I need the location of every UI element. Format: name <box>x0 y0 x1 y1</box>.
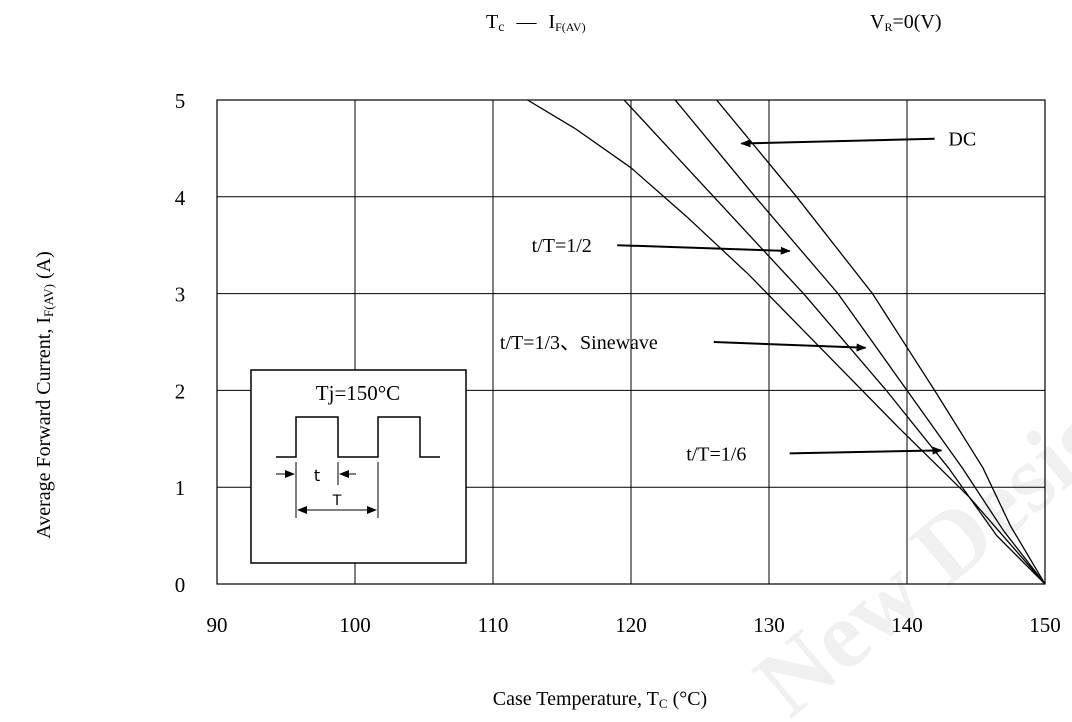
annotation-label-3: t/T=1/6 <box>686 443 746 465</box>
annotation-arrow-1 <box>617 244 791 255</box>
x-axis-label: Case Temperature, TC (°C) <box>493 688 707 711</box>
watermark: New Designs <box>735 320 1072 722</box>
title-i: I <box>548 11 555 33</box>
title-dash: — <box>515 11 537 33</box>
series-line-2 <box>623 100 1045 584</box>
title-tc-sub: c <box>498 20 504 35</box>
x-tick-label: 150 <box>1029 613 1061 637</box>
series-line-3 <box>527 100 1045 584</box>
inset-pulse-wave <box>276 416 440 458</box>
svg-text:Average Forward Current, IF(AV: Average Forward Current, IF(AV) (A) <box>33 251 56 539</box>
y-tick-label: 4 <box>175 186 186 210</box>
x-tick-label: 130 <box>753 613 785 637</box>
svg-text:VR=0(V): VR=0(V) <box>870 11 942 34</box>
condition-label: VR=0(V) <box>870 11 942 34</box>
annotation-arrow-0 <box>740 137 935 148</box>
y-tick-label: 2 <box>175 379 186 403</box>
condition-v: V <box>870 11 885 33</box>
x-tick-label: 100 <box>339 613 371 637</box>
y-tick-label: 5 <box>175 89 186 113</box>
y-tick-label: 1 <box>175 476 186 500</box>
annotation-label-0: DC <box>948 129 976 151</box>
inset-label-T: T <box>332 493 342 509</box>
annotation-arrow-3 <box>789 446 943 455</box>
svg-text:Case Temperature, TC (°C): Case Temperature, TC (°C) <box>493 688 707 711</box>
inset-waveform: Tj=150°C t T <box>250 369 467 564</box>
x-tick-label: 90 <box>207 613 228 637</box>
x-tick-label: 120 <box>615 613 647 637</box>
inset-label-t: t <box>314 466 320 485</box>
title-tc: T <box>486 11 498 33</box>
annotations: DC t/T=1/2 t/T=1/3、Sinewave t/T=1/6 <box>500 129 976 466</box>
y-tick-label: 3 <box>175 283 186 307</box>
annotation-label-2: t/T=1/3、Sinewave <box>500 332 658 354</box>
y-axis-label: Average Forward Current, IF(AV) (A) <box>33 251 56 539</box>
inset-title: Tj=150°C <box>316 381 400 405</box>
inset-frame <box>250 369 467 564</box>
annotation-arrow-2 <box>713 341 867 352</box>
svg-text:Tc—IF(AV): Tc — IF(AV) <box>486 11 586 35</box>
series-lines <box>527 100 1045 584</box>
series-line-0 <box>716 100 1045 584</box>
condition-v-sub: R <box>884 20 892 34</box>
x-tick-label: 140 <box>891 613 923 637</box>
annotation-label-1: t/T=1/2 <box>532 235 592 257</box>
x-tick-label: 110 <box>478 613 509 637</box>
condition-value: =0(V) <box>892 11 941 33</box>
title-i-sub: F(AV) <box>555 20 585 34</box>
tick-labels: 90 100 110 120 130 140 150 0 1 2 3 4 5 <box>175 89 1061 637</box>
chart-title: Tc — IF(AV) <box>486 11 586 35</box>
y-tick-label: 0 <box>175 573 186 597</box>
series-line-1 <box>674 100 1045 584</box>
